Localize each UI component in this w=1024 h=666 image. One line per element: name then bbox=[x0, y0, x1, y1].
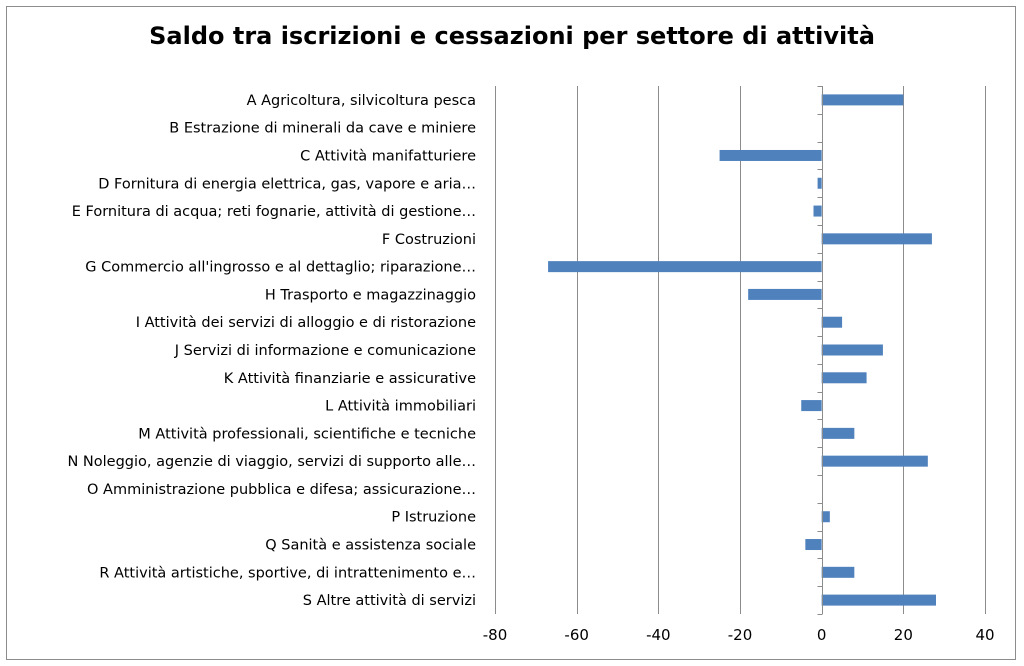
category-label: H Trasporto e magazzinaggio bbox=[265, 287, 476, 303]
x-tick-label: -40 bbox=[646, 626, 671, 644]
bar bbox=[821, 372, 867, 384]
category-label: B Estrazione di minerali da cave e minie… bbox=[169, 121, 476, 137]
category-labels: A Agricoltura, silvicoltura pesca B Estra… bbox=[67, 93, 476, 609]
bar bbox=[821, 233, 932, 245]
bar bbox=[821, 511, 830, 523]
category-label: F Costruzioni bbox=[382, 232, 476, 248]
category-label: K Attività finanziarie e assicurative bbox=[224, 371, 476, 387]
bars bbox=[548, 94, 936, 606]
category-label: S Altre attività di servizi bbox=[303, 593, 476, 609]
category-label: G Commercio all'ingrosso e al dettaglio;… bbox=[85, 260, 476, 276]
bar bbox=[821, 316, 843, 328]
chart-title: Saldo tra iscrizioni e cessazioni per se… bbox=[149, 22, 875, 50]
bar bbox=[821, 94, 904, 106]
x-tick-label: 40 bbox=[975, 626, 994, 644]
bar bbox=[813, 205, 822, 217]
bar bbox=[801, 400, 822, 412]
x-tick-label: -20 bbox=[728, 626, 753, 644]
bar bbox=[821, 594, 936, 606]
bar bbox=[719, 149, 822, 161]
category-label: R Attività artistiche, sportive, di intr… bbox=[99, 565, 476, 581]
category-label: Q Sanità e assistenza sociale bbox=[265, 538, 476, 554]
bar bbox=[821, 566, 855, 578]
category-label: N Noleggio, agenzie di viaggio, servizi … bbox=[67, 454, 476, 470]
bar bbox=[805, 539, 822, 551]
bar bbox=[548, 261, 822, 273]
bar bbox=[821, 455, 928, 467]
bar bbox=[821, 344, 883, 356]
category-label: I Attività dei servizi di alloggio e di … bbox=[136, 315, 476, 331]
bar bbox=[817, 177, 822, 189]
category-label: D Fornitura di energia elettrica, gas, v… bbox=[98, 176, 476, 192]
x-tick-label: -60 bbox=[564, 626, 589, 644]
category-label: A Agricoltura, silvicoltura pesca bbox=[247, 93, 476, 109]
category-label: J Servizi di informazione e comunicazion… bbox=[174, 343, 476, 359]
x-tick-label: 0 bbox=[817, 626, 827, 644]
x-tick-label: 20 bbox=[894, 626, 913, 644]
category-label: C Attività manifatturiere bbox=[300, 148, 476, 164]
category-label: O Amministrazione pubblica e difesa; ass… bbox=[87, 482, 476, 498]
category-label: P Istruzione bbox=[391, 510, 476, 526]
x-tick-labels: -80 -60 -40 -20 0 20 40 bbox=[483, 626, 995, 644]
zero-axis bbox=[817, 86, 823, 615]
bar bbox=[821, 427, 855, 439]
category-label: E Fornitura di acqua; reti fognarie, att… bbox=[72, 204, 476, 220]
x-tick-label: -80 bbox=[483, 626, 508, 644]
category-label: L Attività immobiliari bbox=[325, 399, 476, 415]
chart-frame bbox=[6, 6, 1016, 660]
gridlines bbox=[495, 86, 986, 614]
category-label: M Attività professionali, scientifiche e… bbox=[138, 426, 476, 442]
bar bbox=[748, 288, 822, 300]
